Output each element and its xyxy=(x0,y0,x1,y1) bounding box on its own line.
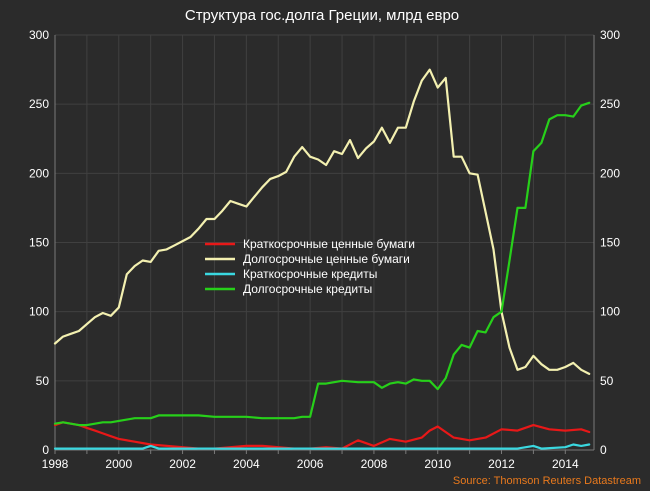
x-tick-label: 2002 xyxy=(169,457,196,471)
series-line-2 xyxy=(53,68,591,375)
axes: 0 0 50 50 100 100 150 150 200 200 250 250 300 300 1998… xyxy=(29,28,620,471)
x-tick-label: 2006 xyxy=(297,457,324,471)
grid xyxy=(54,34,594,451)
y-tick-label-left: 50 xyxy=(36,374,50,388)
x-tick-label: 2014 xyxy=(552,457,579,471)
y-tick-label-right: 150 xyxy=(600,236,620,250)
legend-label-1: Краткосрочные ценные бумаги xyxy=(243,237,415,251)
legend-label-2: Долгосрочные ценные бумаги xyxy=(243,252,410,266)
source-note: Source: Thomson Reuters Datastream xyxy=(453,475,641,487)
legend-label-3: Краткосрочные кредиты xyxy=(243,267,377,281)
y-tick-label-right: 300 xyxy=(600,28,620,42)
x-tick-label: 2000 xyxy=(105,457,132,471)
x-tick-label: 2010 xyxy=(424,457,451,471)
y-tick-label-left: 200 xyxy=(29,166,49,180)
x-tick-label: 2004 xyxy=(233,457,260,471)
y-tick-label-right: 200 xyxy=(600,166,620,180)
series-line-4 xyxy=(53,101,591,427)
legend: Краткосрочные ценные бумагиДолгосрочные … xyxy=(205,237,415,296)
x-tick-label: 2012 xyxy=(488,457,515,471)
y-tick-label-left: 300 xyxy=(29,28,49,42)
x-tick-label: 2008 xyxy=(361,457,388,471)
y-tick-label-left: 100 xyxy=(29,305,49,319)
chart-title: Структура гос.долга Греции, млрд евро xyxy=(185,7,459,24)
x-tick-label: 1998 xyxy=(42,457,69,471)
y-tick-label-left: 250 xyxy=(29,97,49,111)
y-tick-label-right: 50 xyxy=(600,374,614,388)
legend-label-4: Долгосрочные кредиты xyxy=(243,282,372,296)
y-tick-label-right: 100 xyxy=(600,305,620,319)
y-tick-label-left: 0 xyxy=(42,443,49,457)
y-tick-label-right: 0 xyxy=(600,443,607,457)
y-tick-label-left: 150 xyxy=(29,236,49,250)
series-line-3 xyxy=(53,443,591,450)
y-tick-label-right: 250 xyxy=(600,97,620,111)
series-lines xyxy=(53,68,591,450)
